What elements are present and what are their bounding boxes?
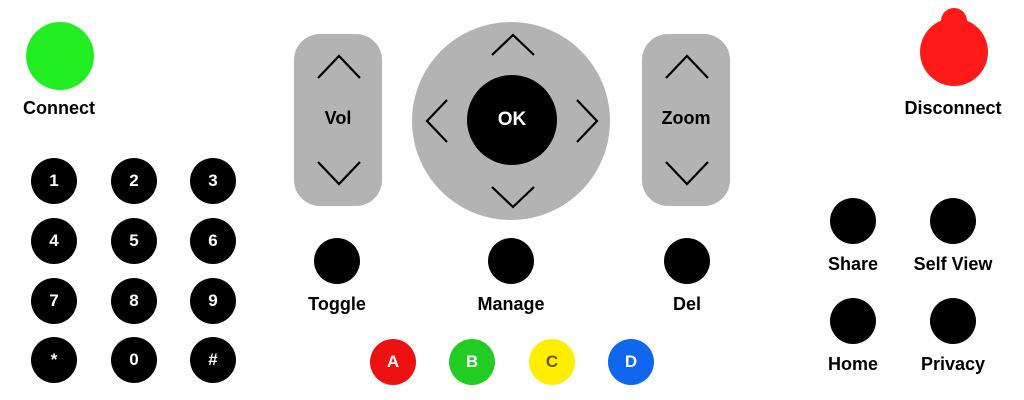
key-0[interactable]: 0: [111, 337, 157, 383]
privacy-label: Privacy: [920, 354, 986, 374]
key-3[interactable]: 3: [190, 158, 236, 204]
color-button-b[interactable]: B: [449, 339, 495, 385]
key-1[interactable]: 1: [31, 158, 77, 204]
toggle-button[interactable]: [314, 238, 360, 284]
key-5[interactable]: 5: [111, 218, 157, 264]
share-button[interactable]: [830, 198, 876, 244]
zoom-out-icon[interactable]: [664, 158, 710, 188]
color-button-d[interactable]: D: [608, 339, 654, 385]
key-7[interactable]: 7: [31, 278, 77, 324]
connect-button[interactable]: [26, 22, 94, 90]
dpad-right-icon[interactable]: [574, 98, 600, 144]
zoom-rocker: Zoom: [642, 34, 730, 206]
connect-label: Connect: [23, 98, 95, 118]
disconnect-label: Disconnect: [904, 98, 1002, 118]
privacy-button[interactable]: [930, 298, 976, 344]
zoom-label: Zoom: [661, 108, 711, 128]
del-button[interactable]: [664, 238, 710, 284]
manage-label: Manage: [477, 294, 545, 314]
color-button-a[interactable]: A: [370, 339, 416, 385]
dpad-left-icon[interactable]: [424, 98, 450, 144]
del-label: Del: [672, 294, 702, 314]
disconnect-knob-icon: [941, 8, 967, 34]
dpad-up-icon[interactable]: [490, 32, 536, 58]
key-6[interactable]: 6: [190, 218, 236, 264]
share-label: Share: [827, 254, 879, 274]
self-view-button[interactable]: [930, 198, 976, 244]
home-label: Home: [827, 354, 879, 374]
key-star[interactable]: *: [31, 337, 77, 383]
key-9[interactable]: 9: [190, 278, 236, 324]
dpad-down-icon[interactable]: [490, 184, 536, 210]
color-button-c[interactable]: C: [529, 339, 575, 385]
home-button[interactable]: [830, 298, 876, 344]
volume-down-icon[interactable]: [316, 158, 362, 188]
volume-label: Vol: [324, 108, 352, 128]
toggle-label: Toggle: [308, 294, 366, 314]
key-2[interactable]: 2: [111, 158, 157, 204]
key-4[interactable]: 4: [31, 218, 77, 264]
key-8[interactable]: 8: [111, 278, 157, 324]
self-view-label: Self View: [913, 254, 993, 274]
manage-button[interactable]: [488, 238, 534, 284]
key-hash[interactable]: #: [190, 337, 236, 383]
volume-up-icon[interactable]: [316, 52, 362, 82]
ok-button[interactable]: OK: [467, 75, 557, 165]
volume-rocker: Vol: [294, 34, 382, 206]
zoom-in-icon[interactable]: [664, 52, 710, 82]
